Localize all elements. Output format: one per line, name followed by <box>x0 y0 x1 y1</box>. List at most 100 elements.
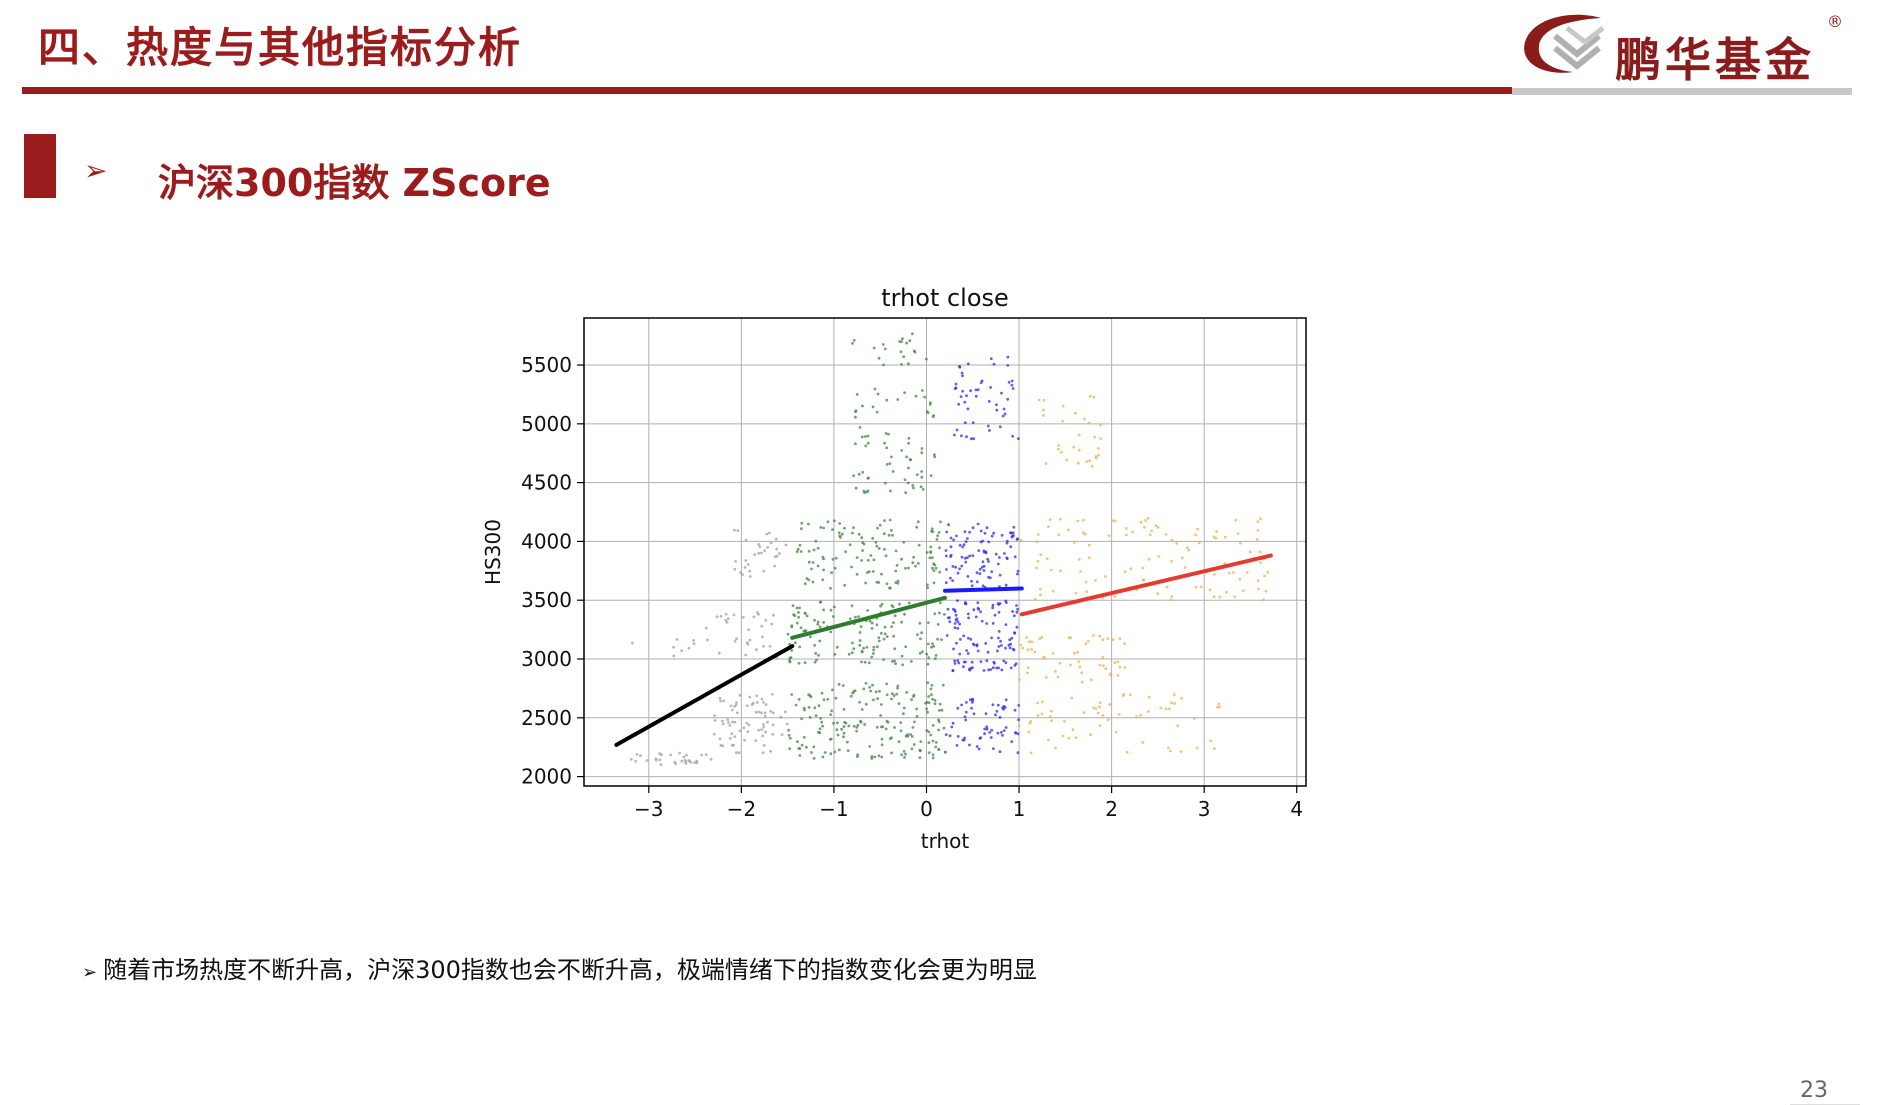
scatter-point <box>894 549 898 553</box>
scatter-point <box>1090 678 1093 682</box>
scatter-point <box>870 757 874 760</box>
scatter-point <box>1099 423 1102 427</box>
scatter-point <box>744 538 748 542</box>
scatter-point <box>1088 394 1092 398</box>
scatter-chart: trhot close −3 −2 −1 0 1 2 3 4 2000 2500 3000 3500… <box>481 284 1307 853</box>
scatter-point <box>989 736 993 739</box>
scatter-point <box>1011 610 1014 613</box>
scatter-point <box>976 649 980 653</box>
scatter-point <box>844 721 848 725</box>
scatter-point <box>1002 704 1006 708</box>
scatter-point <box>978 572 982 576</box>
arrow-bullet-icon: ➢ <box>84 154 108 187</box>
scatter-point <box>929 545 933 549</box>
scatter-point <box>760 711 763 715</box>
scatter-point <box>719 699 722 703</box>
scatter-point <box>674 762 677 766</box>
scatter-point <box>855 393 859 396</box>
scatter-point <box>784 543 788 547</box>
scatter-point <box>992 531 995 535</box>
scatter-point <box>871 536 875 540</box>
scatter-point <box>689 760 693 764</box>
scatter-point <box>892 621 895 624</box>
scatter-point <box>1094 707 1098 710</box>
scatter-point <box>952 647 955 651</box>
scatter-point <box>831 528 834 531</box>
scatter-point <box>965 701 968 704</box>
scatter-point <box>832 615 835 618</box>
scatter-point <box>880 602 884 606</box>
scatter-point <box>1223 562 1227 565</box>
plot-frame <box>583 317 1307 787</box>
x-tick-label: −2 <box>727 797 756 821</box>
scatter-point <box>1170 701 1174 705</box>
scatter-point <box>814 652 818 655</box>
scatter-point <box>1245 571 1249 574</box>
scatter-point <box>757 552 761 555</box>
scatter-point <box>754 739 758 742</box>
scatter-point <box>902 540 906 544</box>
scatter-point <box>854 615 857 619</box>
scatter-point <box>1116 674 1120 677</box>
scatter-point <box>932 645 936 648</box>
scatter-point <box>875 544 879 548</box>
scatter-point <box>1072 445 1076 449</box>
scatter-point <box>678 751 681 755</box>
scatter-point <box>987 540 991 544</box>
scatter-point <box>855 573 859 576</box>
scatter-point <box>983 727 987 731</box>
scatter-point <box>926 642 930 646</box>
scatter-point <box>893 659 896 663</box>
scatter-point <box>894 569 898 573</box>
scatter-point <box>910 747 914 751</box>
scatter-point <box>835 728 839 732</box>
scatter-point <box>1147 557 1151 561</box>
x-tick-label: 4 <box>1290 797 1303 821</box>
scatter-point <box>896 686 899 690</box>
scatter-point <box>798 543 802 547</box>
scatter-point <box>1044 462 1048 465</box>
scatter-point <box>877 636 881 639</box>
scatter-point <box>904 645 908 649</box>
scatter-point <box>907 601 911 605</box>
scatter-point <box>1036 701 1040 705</box>
scatter-point <box>1017 437 1020 440</box>
scatter-point <box>1040 635 1044 639</box>
scatter-point <box>734 703 738 707</box>
scatter-point <box>964 660 967 664</box>
scatter-point <box>912 486 915 490</box>
scatter-point <box>989 357 993 361</box>
scatter-point <box>1106 718 1110 722</box>
scatter-point <box>981 539 985 543</box>
scatter-point <box>971 642 975 646</box>
scatter-point <box>961 389 964 393</box>
scatter-point <box>1015 604 1018 607</box>
scatter-point <box>891 470 895 473</box>
scatter-point <box>970 579 973 583</box>
scatter-point <box>787 728 790 732</box>
scatter-point <box>794 703 798 707</box>
scatter-point <box>948 616 951 619</box>
scatter-point <box>916 633 919 636</box>
scatter-point <box>658 752 662 756</box>
scatter-point <box>798 606 801 610</box>
scatter-point <box>1208 588 1212 592</box>
scatter-point <box>1146 710 1150 713</box>
scatter-point <box>835 645 839 649</box>
scatter-point <box>864 681 868 685</box>
scatter-point <box>1195 746 1199 750</box>
chart-points <box>629 332 1270 766</box>
scatter-point <box>1067 528 1070 532</box>
scatter-point <box>971 666 974 670</box>
scatter-point <box>1082 531 1085 534</box>
scatter-point <box>932 581 936 585</box>
scatter-point <box>726 617 730 620</box>
scatter-point <box>852 526 855 530</box>
scatter-point <box>1179 750 1183 753</box>
scatter-point <box>797 615 800 619</box>
scatter-point <box>924 701 927 705</box>
scatter-point <box>733 528 736 532</box>
scatter-point <box>937 718 940 722</box>
scatter-point <box>949 545 953 549</box>
scatter-point <box>1170 538 1174 542</box>
